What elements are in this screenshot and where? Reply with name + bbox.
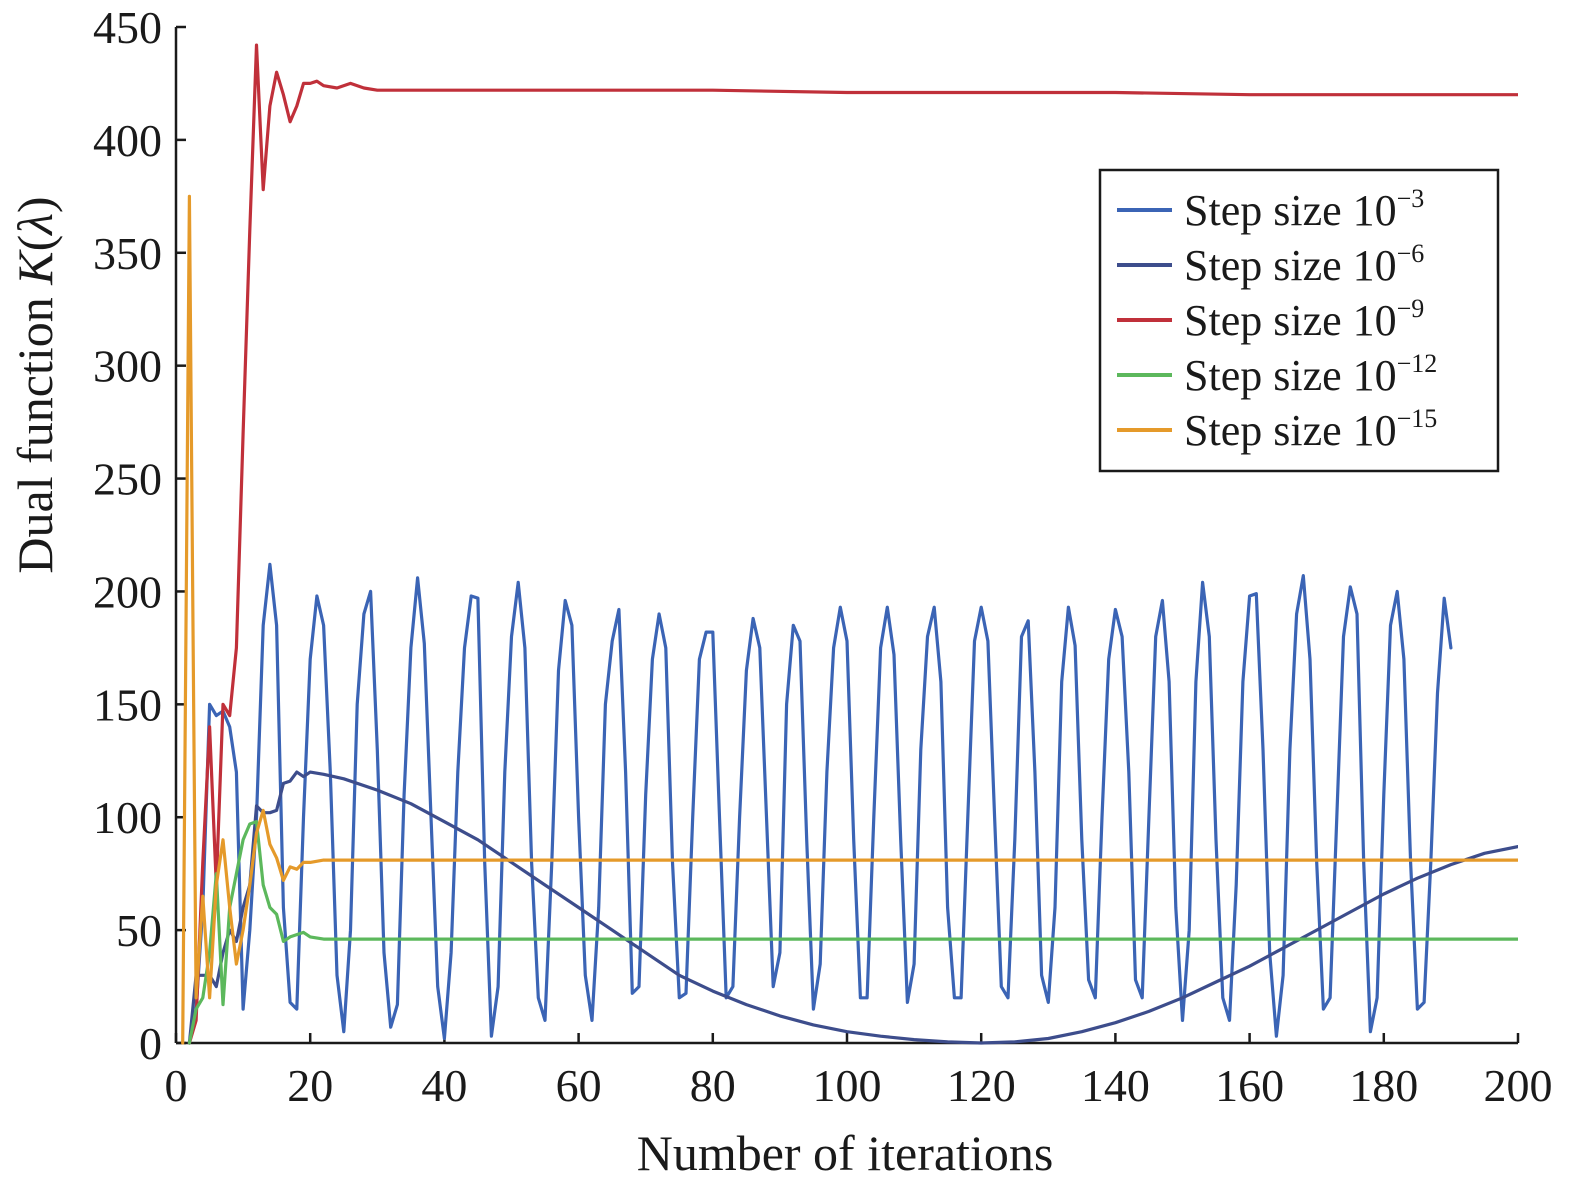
legend-entry-exponent: −9 (1397, 294, 1425, 323)
x-axis-title: Number of iterations (637, 1125, 1054, 1181)
x-tick-label: 80 (690, 1060, 736, 1111)
legend-entry-label: Step size 10−3 (1184, 184, 1424, 235)
y-tick-label: 50 (116, 905, 162, 956)
legend-entry-exponent: −15 (1397, 404, 1438, 433)
legend-entry-exponent: −6 (1397, 239, 1425, 268)
legend-entry-exponent: −3 (1397, 184, 1425, 213)
legend-entry-base: Step size 10 (1184, 241, 1397, 290)
y-axis-title-prefix: Dual function (7, 285, 63, 574)
x-tick-label: 60 (556, 1060, 602, 1111)
legend-entry-base: Step size 10 (1184, 186, 1397, 235)
y-tick-label: 400 (93, 115, 162, 166)
series-line-3 (187, 43, 1518, 1045)
y-axis-title-open-paren: ( (7, 235, 63, 252)
x-tick-label: 200 (1484, 1060, 1553, 1111)
legend-entry-base: Step size 10 (1184, 296, 1397, 345)
x-tick-label: 100 (813, 1060, 882, 1111)
y-ticks: 0 50 100 150 200 250 300 350 400 450 (93, 2, 186, 1069)
y-axis-title-argument: λ (7, 213, 63, 237)
y-tick-label: 100 (93, 792, 162, 843)
y-tick-label: 300 (93, 341, 162, 392)
x-tick-label: 160 (1215, 1060, 1284, 1111)
x-tick-label: 180 (1349, 1060, 1418, 1111)
y-axis-title-close-paren: ) (7, 196, 63, 213)
series-line-1 (187, 562, 1453, 1045)
y-tick-label: 450 (93, 2, 162, 53)
x-ticks: 0 20 40 60 80 100 120 140 160 180 200 (165, 1033, 1553, 1111)
legend-entry-label: Step size 10−6 (1184, 239, 1424, 290)
x-tick-label: 140 (1081, 1060, 1150, 1111)
legend-entry-label: Step size 10−15 (1184, 404, 1437, 455)
series-line-4 (187, 820, 1518, 1045)
legend-entry-label: Step size 10−12 (1184, 349, 1437, 400)
legend-entry-base: Step size 10 (1184, 351, 1397, 400)
x-tick-label: 40 (421, 1060, 467, 1111)
x-tick-label: 0 (165, 1060, 188, 1111)
x-tick-label: 120 (947, 1060, 1016, 1111)
y-axis-title: Dual function K(λ) (7, 196, 63, 573)
x-tick-label: 20 (287, 1060, 333, 1111)
legend-entry-exponent: −12 (1397, 349, 1438, 378)
legend-entry-label: Step size 10−9 (1184, 294, 1424, 345)
series-line-5 (181, 194, 1518, 1045)
y-tick-label: 0 (139, 1018, 162, 1069)
y-tick-label: 150 (93, 679, 162, 730)
series-group (181, 43, 1518, 1045)
y-tick-label: 350 (93, 228, 162, 279)
y-tick-label: 250 (93, 454, 162, 505)
y-tick-label: 200 (93, 566, 162, 617)
y-axis-title-function: K (7, 249, 63, 286)
legend-entry-base: Step size 10 (1184, 406, 1397, 455)
